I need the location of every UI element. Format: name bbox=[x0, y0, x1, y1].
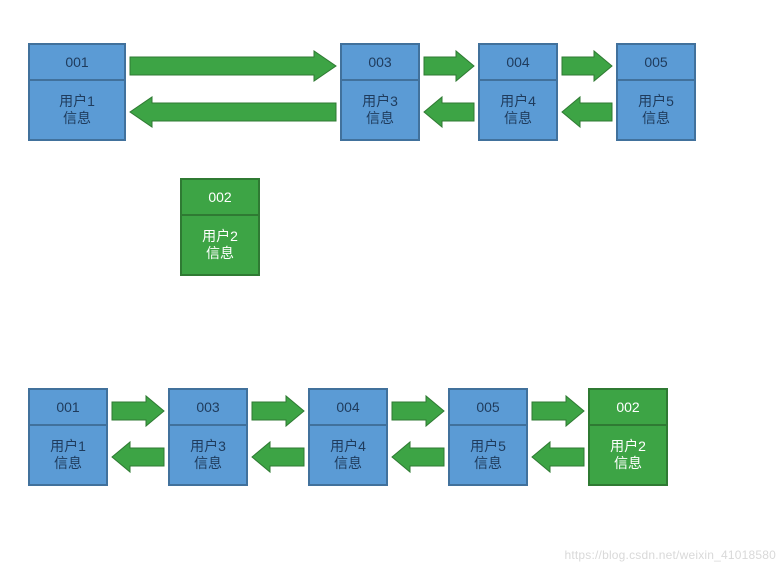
node-id: 003 bbox=[170, 390, 246, 426]
arrow bbox=[424, 97, 474, 127]
node-id: 001 bbox=[30, 390, 106, 426]
node-info: 用户4 信息 bbox=[310, 426, 386, 484]
linked-list-node: 003用户3 信息 bbox=[168, 388, 248, 486]
arrow bbox=[532, 396, 584, 426]
linked-list-node: 001用户1 信息 bbox=[28, 388, 108, 486]
linked-list-node: 005用户5 信息 bbox=[616, 43, 696, 141]
node-id: 004 bbox=[480, 45, 556, 81]
arrow bbox=[112, 442, 164, 472]
linked-list-node: 005用户5 信息 bbox=[448, 388, 528, 486]
arrow bbox=[532, 442, 584, 472]
node-id: 004 bbox=[310, 390, 386, 426]
node-info: 用户3 信息 bbox=[342, 81, 418, 139]
node-id: 002 bbox=[590, 390, 666, 426]
node-id: 005 bbox=[450, 390, 526, 426]
node-info: 用户5 信息 bbox=[450, 426, 526, 484]
node-info: 用户4 信息 bbox=[480, 81, 556, 139]
node-id: 003 bbox=[342, 45, 418, 81]
arrow bbox=[130, 97, 336, 127]
arrow bbox=[392, 396, 444, 426]
watermark-text: https://blog.csdn.net/weixin_41018580 bbox=[564, 548, 776, 562]
node-id: 002 bbox=[182, 180, 258, 216]
linked-list-node: 001用户1 信息 bbox=[28, 43, 126, 141]
linked-list-node: 002用户2 信息 bbox=[588, 388, 668, 486]
linked-list-node: 002用户2 信息 bbox=[180, 178, 260, 276]
arrow bbox=[424, 51, 474, 81]
arrow bbox=[562, 97, 612, 127]
arrow bbox=[130, 51, 336, 81]
arrow bbox=[252, 396, 304, 426]
arrow bbox=[392, 442, 444, 472]
linked-list-node: 004用户4 信息 bbox=[478, 43, 558, 141]
node-info: 用户1 信息 bbox=[30, 81, 124, 139]
node-info: 用户1 信息 bbox=[30, 426, 106, 484]
node-id: 005 bbox=[618, 45, 694, 81]
arrow bbox=[112, 396, 164, 426]
node-info: 用户5 信息 bbox=[618, 81, 694, 139]
node-info: 用户2 信息 bbox=[182, 216, 258, 274]
linked-list-node: 003用户3 信息 bbox=[340, 43, 420, 141]
node-info: 用户3 信息 bbox=[170, 426, 246, 484]
node-id: 001 bbox=[30, 45, 124, 81]
arrow bbox=[562, 51, 612, 81]
node-info: 用户2 信息 bbox=[590, 426, 666, 484]
linked-list-node: 004用户4 信息 bbox=[308, 388, 388, 486]
arrow bbox=[252, 442, 304, 472]
